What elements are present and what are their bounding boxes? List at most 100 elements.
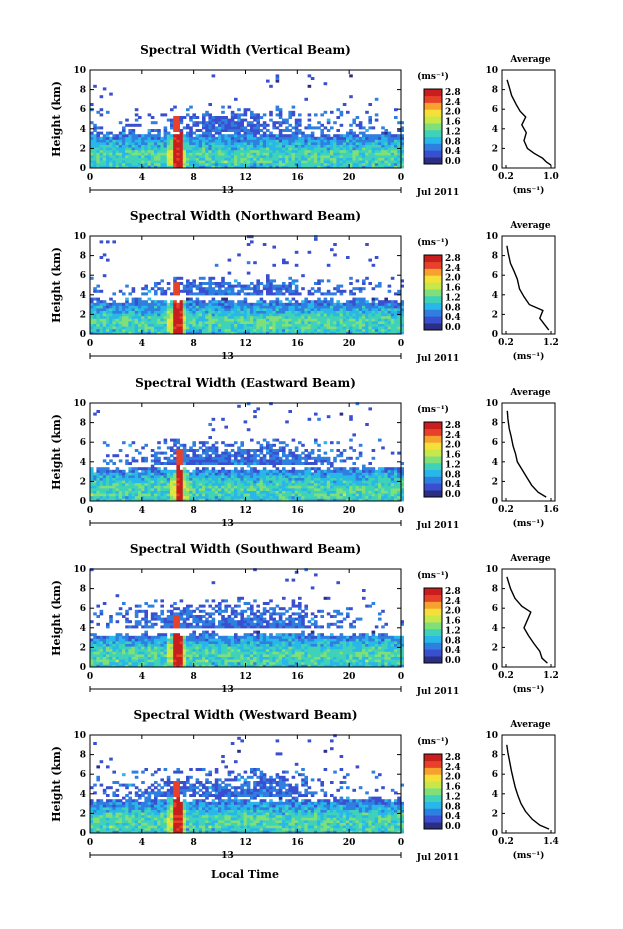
heatmap-cell [314, 235, 318, 239]
heatmap-cell [330, 328, 334, 332]
heatmap-cell [246, 121, 251, 125]
heatmap-cell [294, 149, 299, 153]
heatmap-cell [186, 328, 190, 332]
heatmap-cell [339, 321, 344, 324]
heatmap-cell [390, 313, 395, 317]
heatmap-cell [112, 136, 116, 140]
heatmap-cell [176, 326, 180, 330]
heatmap-cell [157, 318, 161, 322]
heatmap-cell [96, 142, 100, 145]
heatmap-cell [381, 157, 385, 161]
heatmap-cell [166, 498, 171, 502]
heatmap-cell [253, 462, 257, 465]
heatmap-cell [304, 315, 308, 319]
heatmap-cell [176, 129, 180, 132]
heatmap-cell [298, 165, 302, 169]
date-label: Jul 2011 [416, 188, 459, 198]
heatmap-cell [157, 282, 161, 285]
heatmap-cell [176, 438, 180, 442]
heatmap-cell [125, 321, 129, 324]
heatmap-cell [326, 480, 331, 484]
heatmap-cell [371, 475, 376, 478]
heatmap-cells [90, 402, 404, 502]
heatmap-cell [131, 315, 136, 319]
heatmap-cell [355, 475, 360, 478]
heatmap-cell [211, 129, 216, 132]
heatmap-cell [275, 74, 280, 78]
heatmap-cell [278, 495, 283, 499]
heatmap-cell [352, 144, 356, 148]
heatmap-cell [147, 477, 152, 481]
heatmap-cell [387, 472, 392, 476]
heatmap-cell [374, 313, 379, 317]
heatmap-cell [224, 475, 228, 478]
heatmap-cell [106, 482, 110, 486]
heatmap-cell [227, 310, 232, 314]
heatmap-cell [394, 139, 398, 143]
heatmap-cell [99, 315, 104, 319]
heatmap-cell [160, 279, 164, 283]
panel-1: Spectral Width (Vertical Beam)Height (km… [50, 43, 559, 198]
heatmap-cell [211, 136, 216, 140]
heatmap-cell [163, 113, 168, 117]
heatmap-cell [93, 482, 97, 486]
heatmap-cell [272, 160, 276, 164]
heatmap-cell [326, 495, 331, 499]
x-tick-label: 0 [87, 173, 93, 183]
heatmap-cell [99, 157, 104, 161]
heatmap-cell [166, 495, 171, 499]
heatmap-cell [342, 318, 347, 322]
heatmap-cell [112, 305, 116, 309]
heatmap-cell [390, 160, 395, 164]
heatmap-cell [288, 482, 292, 486]
heatmap-cell [246, 493, 251, 497]
heatmap-cell [342, 315, 347, 319]
heatmap-cell [234, 116, 238, 119]
heatmap-cell [173, 482, 177, 486]
heatmap-cell [278, 284, 283, 288]
heatmap-cell [368, 328, 372, 332]
heatmap-cell [179, 300, 184, 304]
heatmap-cell [224, 313, 228, 317]
heatmap-cell [237, 142, 241, 145]
heatmap-cell [243, 147, 248, 151]
heatmap-cell [163, 456, 168, 460]
heatmap-cell [262, 139, 267, 143]
heatmap-cell [320, 323, 324, 327]
heatmap-cell [291, 485, 296, 489]
heatmap-cell [198, 308, 203, 311]
heatmap-cell [317, 480, 321, 484]
heatmap-cell [176, 493, 180, 497]
heatmap-cell [138, 149, 142, 153]
heatmap-cell [122, 441, 126, 445]
heatmap-cell [144, 287, 148, 291]
heatmap-cell [262, 302, 267, 306]
heatmap-cell [198, 310, 203, 314]
heatmap-cell [352, 326, 356, 330]
heatmap-cell [118, 459, 123, 463]
heatmap-cell [221, 462, 225, 465]
heatmap-cell [275, 477, 280, 481]
heatmap-cell [227, 292, 232, 296]
heatmap-cell [195, 488, 200, 491]
heatmap-cell [282, 328, 286, 332]
heatmap-cell [179, 276, 184, 280]
heatmap-cell [374, 318, 379, 322]
heatmap-cell [269, 282, 273, 285]
heatmap-cell [128, 326, 132, 330]
heatmap-cell [310, 449, 315, 452]
heatmap-cell [314, 475, 318, 478]
heatmap-cell [182, 469, 187, 473]
heatmap-cell [214, 485, 219, 489]
heatmap-cell [282, 155, 286, 158]
heatmap-cell [214, 155, 219, 158]
heatmap-cell [138, 162, 142, 166]
heatmap-cell [163, 495, 168, 499]
heatmap-cell [150, 331, 155, 335]
heatmap-cell [205, 152, 209, 156]
heatmap-cell [205, 498, 209, 502]
heatmap-cell [160, 482, 164, 486]
heatmap-cell [365, 485, 369, 489]
heatmap-cell [166, 326, 171, 330]
heatmap-cell [157, 498, 161, 502]
